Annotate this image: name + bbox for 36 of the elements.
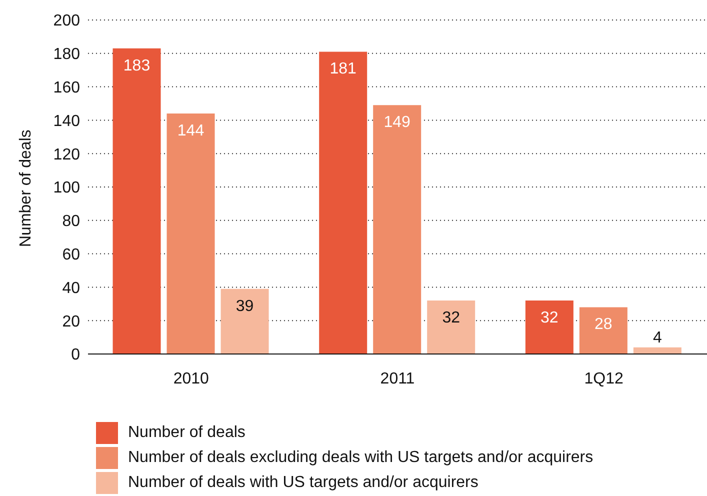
- y-tick-label: 60: [62, 246, 80, 264]
- bar: [112, 48, 161, 354]
- legend-label: Number of deals excluding deals with US targets and/or acquirers: [128, 449, 594, 467]
- data-label: 28: [594, 316, 612, 334]
- y-tick-label: 0: [71, 346, 80, 364]
- bar: [427, 300, 476, 354]
- y-axis-title: Number of deals: [18, 130, 35, 247]
- bar: [525, 300, 574, 354]
- y-tick-label: 40: [62, 280, 80, 297]
- y-tick-label: 200: [53, 12, 80, 30]
- legend-label: Number of deals with US targets and/or acquirers: [128, 474, 478, 492]
- bar: [633, 347, 682, 354]
- bar: [579, 307, 628, 354]
- y-tick-label: 20: [62, 313, 80, 330]
- y-tick-label: 80: [62, 213, 80, 230]
- x-tick-label: 2011: [380, 370, 415, 388]
- bar: [220, 288, 269, 354]
- data-label: 183: [123, 57, 150, 74]
- data-label: 149: [384, 114, 411, 132]
- x-tick-label: 1Q12: [584, 370, 624, 388]
- data-label: 4: [652, 329, 662, 346]
- data-label: 32: [442, 310, 460, 327]
- x-tick-label: 2010: [173, 370, 210, 388]
- y-tick-label: 120: [53, 146, 80, 164]
- y-tick-label: 100: [53, 180, 80, 197]
- data-label: 181: [330, 60, 357, 78]
- y-tick-label: 160: [53, 79, 80, 96]
- y-tick-label: 180: [53, 46, 80, 64]
- data-label: 32: [540, 310, 558, 327]
- y-tick-label: 140: [53, 112, 80, 130]
- bar: [166, 114, 215, 354]
- data-label: 39: [236, 298, 254, 315]
- bar: [373, 105, 422, 354]
- legend-label: Number of deals: [128, 424, 246, 442]
- bar: [319, 52, 368, 354]
- data-label: 144: [177, 122, 204, 140]
